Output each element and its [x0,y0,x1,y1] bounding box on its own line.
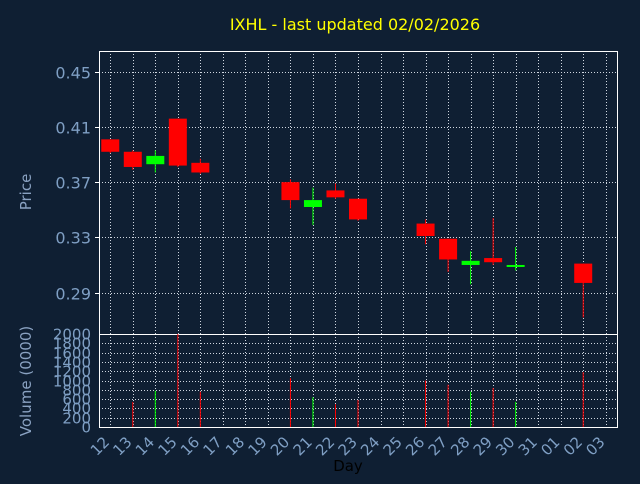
volume-tick-label: 400 [62,400,91,418]
volume-tick-label: 2000 [53,326,91,344]
price-tick-label: 0.45 [55,64,91,83]
candle-body [506,264,525,267]
volume-tick-label: 1400 [53,354,91,372]
candle-body [416,223,435,236]
candle-body [484,258,503,263]
price-tick-label: 0.41 [55,119,91,138]
volume-tick-label: 200 [62,410,91,428]
candle-body [101,139,120,152]
volume-tick-label: 1600 [53,345,91,363]
chart-title: IXHL - last updated 02/02/2026 [230,15,480,34]
candle-body [349,198,367,220]
price-tick-label: 0.33 [55,229,91,248]
volume-tick-label: 800 [62,382,91,400]
volume-axis-label: Volume (0000) [17,326,35,436]
volume-tick-label: 1000 [53,373,91,391]
price-axis-label: Price [17,174,35,211]
candle-body [191,162,210,173]
candle-body [281,182,300,201]
candle-body [439,238,458,260]
candle-body [461,260,480,265]
candle-body [168,118,187,166]
volume-tick-label: 600 [62,391,91,409]
candle-body [574,263,593,283]
price-panel: 0.45 0.41 0.37 0.33 0.29 [55,51,618,335]
candle-body [146,155,165,165]
volume-tick-label: 1800 [53,335,91,353]
candle-body [123,151,142,167]
candle-body [303,200,322,207]
x-axis-label: Day [333,457,363,475]
price-tick-label: 0.37 [55,174,91,193]
candle-body [326,190,345,198]
volume-frame [99,334,618,428]
price-tick-label: 0.29 [55,285,91,304]
volume-tick-label: 1200 [53,363,91,381]
volume-tick-label: 0 [81,419,91,437]
